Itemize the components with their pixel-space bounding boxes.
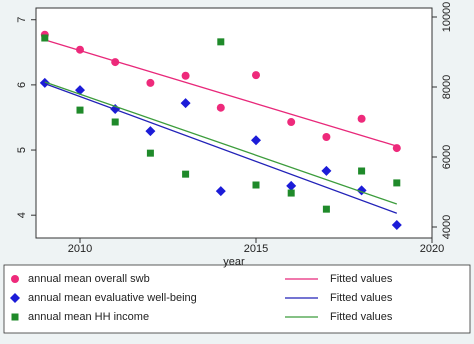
point: [252, 71, 260, 80]
point: [357, 114, 366, 123]
plot-area: [35, 7, 433, 239]
legend-label: Fitted values: [330, 292, 393, 304]
point: [322, 133, 331, 142]
point: [287, 118, 296, 127]
x-tick-label: 2020: [420, 243, 444, 255]
point: [180, 98, 191, 109]
point: [41, 34, 49, 42]
fitted-line: [44, 39, 397, 147]
point: [252, 181, 260, 189]
legend-marker: [10, 293, 20, 303]
point: [145, 126, 156, 137]
point: [391, 219, 402, 230]
legend-label: Fitted values: [330, 273, 393, 285]
legend-label: Fitted values: [330, 311, 393, 323]
legend-marker: [11, 313, 19, 321]
point: [393, 179, 401, 187]
point: [251, 135, 261, 146]
point: [146, 149, 154, 157]
point: [76, 106, 84, 114]
y-tick-label: 4: [16, 212, 28, 218]
legend-box: [3, 264, 471, 334]
x-tick-label: 2015: [244, 243, 268, 255]
y2-tick-label: 4000: [441, 215, 453, 239]
y-tick-label: 6: [16, 82, 28, 88]
point: [182, 170, 190, 178]
point: [111, 118, 119, 126]
point: [216, 103, 225, 112]
point: [146, 78, 155, 87]
legend-label: annual mean evaluative well-being: [28, 292, 197, 304]
point: [217, 38, 225, 46]
x-tick-label: 2010: [68, 243, 92, 255]
fitted-line: [44, 81, 398, 205]
point: [39, 77, 50, 88]
point: [287, 189, 295, 197]
legend-marker: [11, 275, 19, 283]
y2-tick-label: 6000: [441, 145, 453, 169]
legend-label: annual mean HH income: [28, 311, 149, 323]
point: [75, 85, 85, 96]
point: [215, 186, 226, 197]
y2-tick-label: 10000: [441, 2, 453, 33]
point: [181, 71, 190, 80]
point: [322, 205, 330, 213]
point: [358, 167, 366, 175]
y-tick-label: 7: [16, 17, 28, 23]
y2-tick-label: 8000: [441, 75, 453, 99]
point: [321, 165, 332, 176]
fitted-line: [44, 82, 398, 214]
y-tick-label: 5: [16, 147, 28, 153]
x-axis-label: year: [223, 256, 245, 268]
legend-label: annual mean overall swb: [28, 273, 150, 285]
point: [286, 180, 297, 191]
